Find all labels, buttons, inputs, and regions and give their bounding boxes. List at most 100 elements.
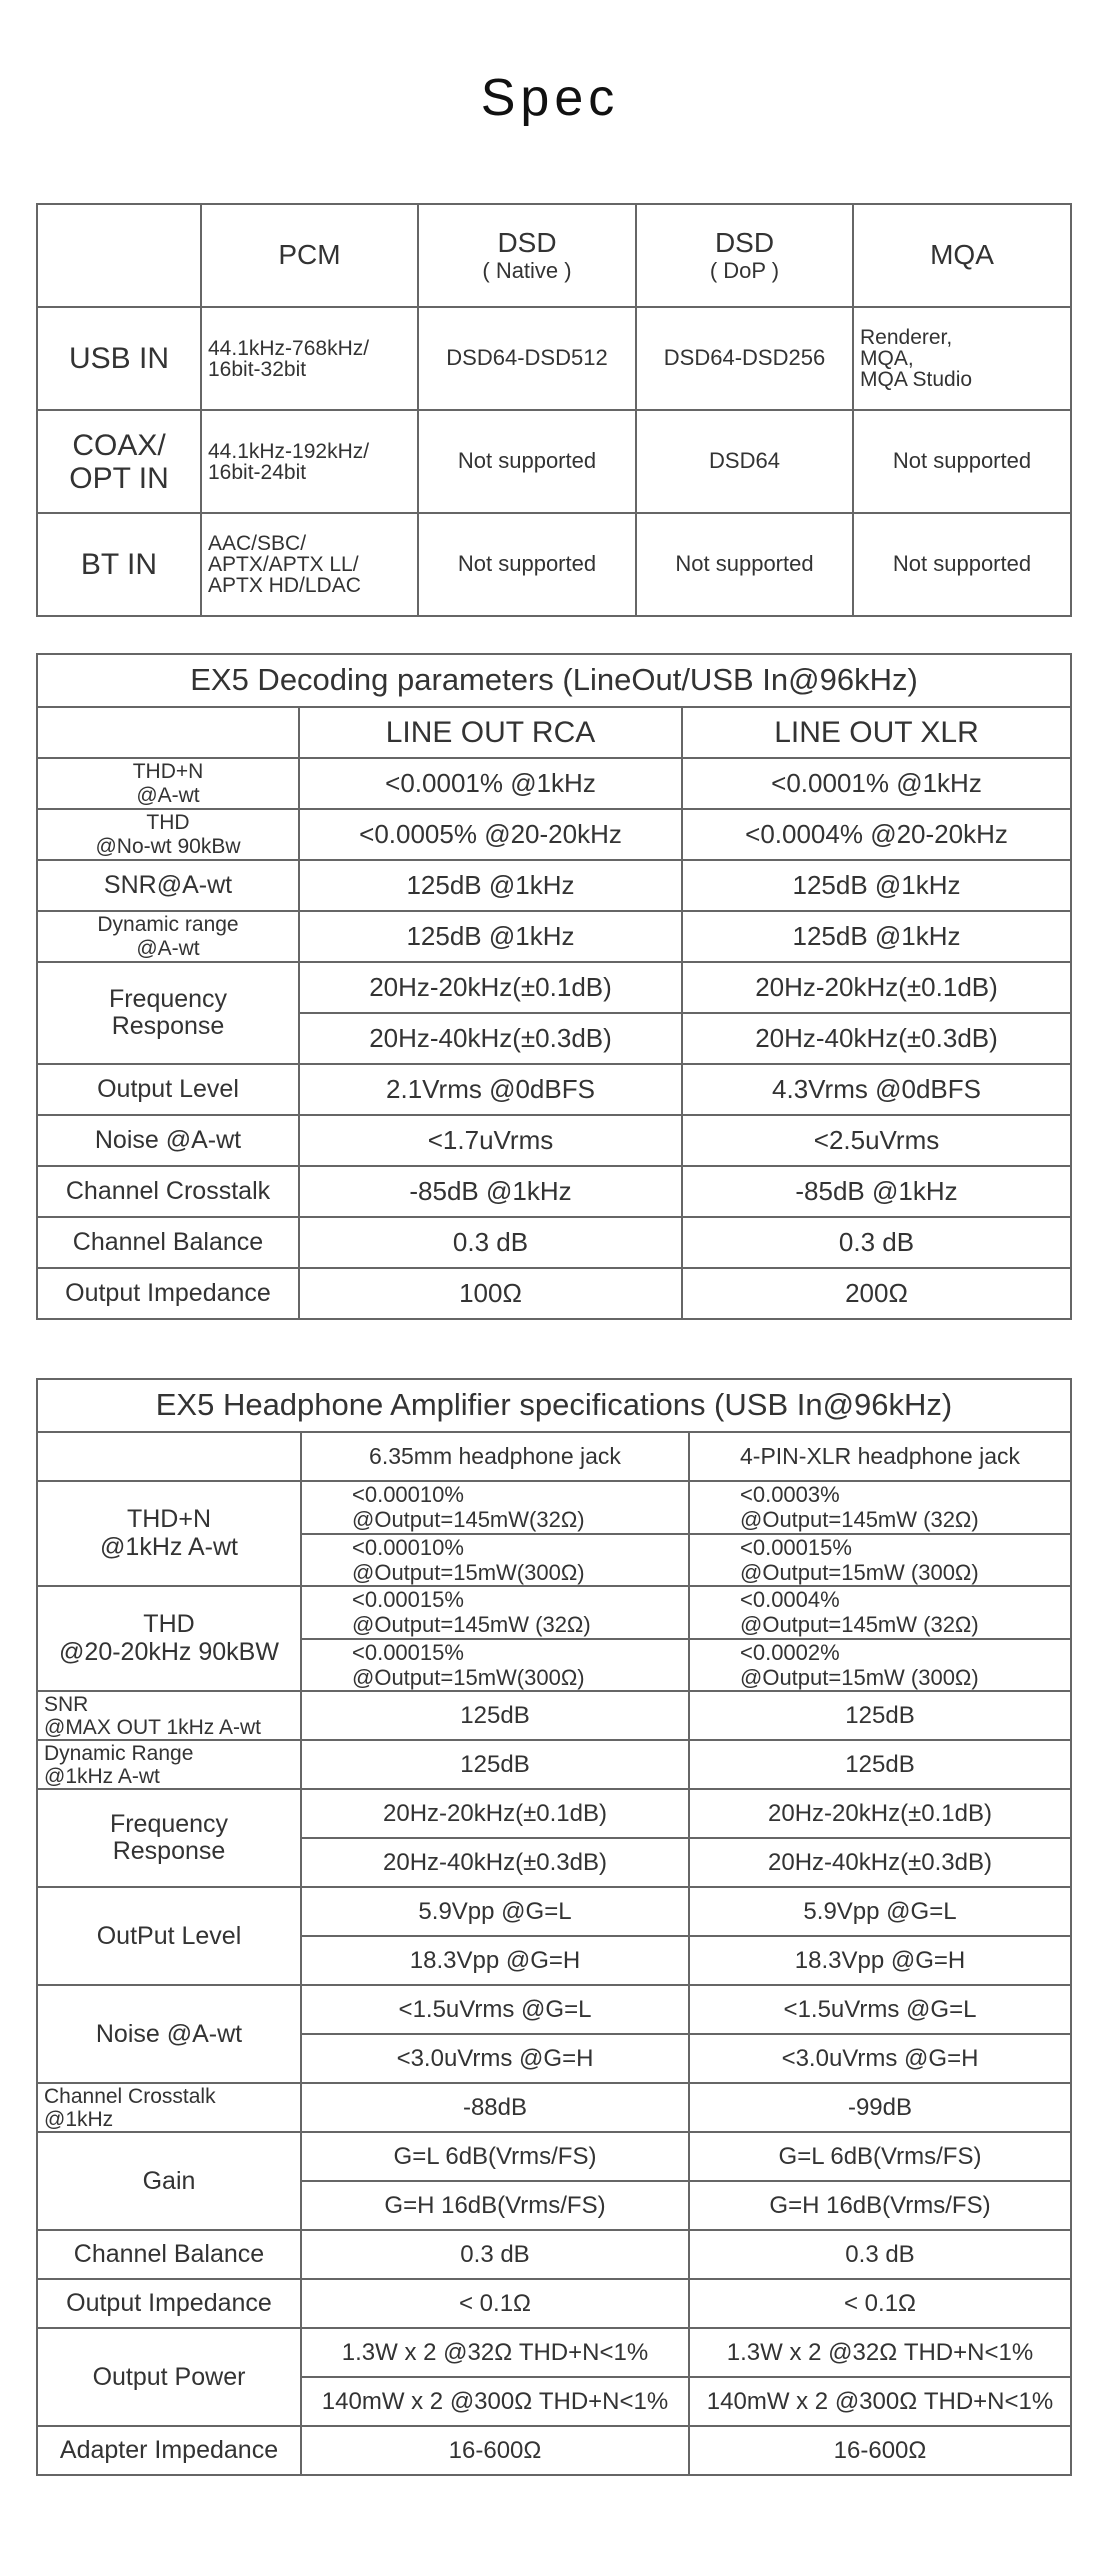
row-label: Channel Crosstalk @1kHz	[36, 2082, 302, 2134]
table-cell: G=L 6dB(Vrms/FS)	[300, 2131, 690, 2183]
row-label: SNR @MAX OUT 1kHz A-wt	[36, 1690, 302, 1742]
table-cell: <2.5uVrms	[680, 1114, 1073, 1167]
table-row: BT IN AAC/SBC/ APTX/APTX LL/ APTX HD/LDAC…	[36, 512, 1072, 617]
table-cell: <0.00010% @Output=15mW(300Ω)	[300, 1532, 690, 1588]
row-label: BT IN	[36, 512, 202, 617]
table-cell: <0.00015% @Output=15mW(300Ω)	[300, 1637, 690, 1693]
header-row: LINE OUT RCA LINE OUT XLR	[36, 706, 1073, 759]
table-cell: -85dB @1kHz	[298, 1165, 683, 1218]
table-row: THD+N @1kHz A-wt <0.00010% @Output=145mW(…	[36, 1479, 1072, 1588]
table-cell: 20Hz-20kHz(±0.1dB)	[688, 1788, 1072, 1840]
table-row: Channel Crosstalk -85dB @1kHz -85dB @1kHz	[36, 1165, 1073, 1218]
table-cell: 5.9Vpp @G=L	[300, 1886, 690, 1938]
table-cell: 16-600Ω	[300, 2425, 690, 2477]
table-row: 20Hz-40kHz(±0.3dB) 20Hz-40kHz(±0.3dB)	[37, 1837, 1072, 1889]
table-cell: 18.3Vpp @G=H	[300, 1935, 690, 1987]
table-row: Frequency Response 20Hz-20kHz(±0.1dB) 20Hz…	[36, 961, 1073, 1065]
table-caption: EX5 Headphone Amplifier specifications (…	[36, 1378, 1072, 1433]
row-label: Output Power	[36, 2327, 302, 2428]
column-header-main: MQA	[930, 239, 994, 271]
table-cell: 125dB	[300, 1690, 690, 1742]
table-cell: 125dB	[688, 1690, 1072, 1742]
table-cell: <0.0003% @Output=145mW (32Ω)	[688, 1480, 1072, 1535]
table-cell: G=H 16dB(Vrms/FS)	[300, 2180, 690, 2232]
table-cell: 20Hz-40kHz(±0.3dB)	[688, 1837, 1072, 1889]
table-cell: 125dB @1kHz	[298, 910, 683, 963]
column-header: MQA	[852, 203, 1072, 308]
column-header-main: DSD	[497, 227, 557, 258]
table-cell: AAC/SBC/ APTX/APTX LL/ APTX HD/LDAC	[200, 512, 419, 617]
table-cell: <0.0005% @20-20kHz	[298, 808, 683, 861]
table-row: SNR @MAX OUT 1kHz A-wt 125dB 125dB	[36, 1690, 1072, 1742]
table-cell: Not supported	[417, 409, 637, 514]
table-cell: 44.1kHz-192kHz/ 16bit-24bit	[200, 409, 419, 514]
table-cell: 2.1Vrms @0dBFS	[298, 1063, 683, 1116]
table-cell: <1.5uVrms @G=L	[300, 1984, 690, 2036]
page-title: Spec	[480, 69, 620, 127]
row-label: SNR@A-wt	[36, 859, 300, 912]
table-cell: 125dB @1kHz	[680, 859, 1073, 912]
table-cell: <0.0002% @Output=15mW (300Ω)	[688, 1637, 1072, 1693]
table-row: THD @20-20kHz 90kBW <0.00015% @Output=145…	[36, 1585, 1072, 1693]
table-cell: Not supported	[417, 512, 637, 617]
table-row: <3.0uVrms @G=H <3.0uVrms @G=H	[37, 2033, 1072, 2085]
table-row: Dynamic range @A-wt 125dB @1kHz 125dB @1kH…	[36, 910, 1073, 963]
table-row: Gain G=L 6dB(Vrms/FS) G=L 6dB(Vrms/FS)	[36, 2131, 1072, 2232]
row-label: THD+N @1kHz A-wt	[36, 1479, 302, 1588]
table-caption: EX5 Decoding parameters (LineOut/USB In@…	[35, 653, 1073, 708]
header-row: 6.35mm headphone jack 4-PIN-XLR headphone…	[36, 1431, 1072, 1482]
table-cell: G=H 16dB(Vrms/FS)	[688, 2180, 1072, 2232]
table-cell: G=L 6dB(Vrms/FS)	[688, 2131, 1072, 2183]
table-row: 18.3Vpp @G=H 18.3Vpp @G=H	[37, 1935, 1072, 1987]
table-row: Output Power 1.3W x 2 @32Ω THD+N<1% 1.3W x…	[36, 2327, 1072, 2428]
column-header: LINE OUT XLR	[680, 706, 1073, 759]
table-cell: <3.0uVrms @G=H	[688, 2033, 1072, 2085]
table-cell: 125dB	[688, 1739, 1072, 1791]
table-row: USB IN 44.1kHz-768kHz/ 16bit-32bit DSD64-D…	[36, 306, 1072, 411]
column-header: DSD( DoP )	[635, 203, 854, 308]
table-row: OutPut Level 5.9Vpp @G=L 5.9Vpp @G=L	[36, 1886, 1072, 1987]
table-cell: 4.3Vrms @0dBFS	[680, 1063, 1073, 1116]
table-cell: <0.00015% @Output=145mW (32Ω)	[300, 1585, 690, 1640]
table-cell: 200Ω	[680, 1267, 1073, 1320]
column-header-main: DSD	[714, 227, 775, 258]
table-cell: 1.3W x 2 @32Ω THD+N<1%	[300, 2327, 690, 2379]
table-row: Noise @A-wt <1.7uVrms <2.5uVrms	[36, 1114, 1073, 1167]
table-row: Channel Crosstalk @1kHz -88dB -99dB	[36, 2082, 1072, 2134]
table-row: Channel Balance 0.3 dB 0.3 dB	[36, 2229, 1072, 2281]
table-row: Output Impedance 100Ω 200Ω	[36, 1267, 1073, 1320]
column-header	[36, 706, 300, 759]
table-cell: 20Hz-20kHz(±0.1dB)	[300, 1788, 690, 1840]
column-header: 6.35mm headphone jack	[300, 1431, 690, 1482]
table-row: 20Hz-40kHz(±0.3dB) 20Hz-40kHz(±0.3dB)	[37, 1012, 1073, 1065]
table-cell: 20Hz-20kHz(±0.1dB)	[298, 961, 683, 1014]
row-label: Noise @A-wt	[36, 1984, 302, 2085]
table-cell: -85dB @1kHz	[680, 1165, 1073, 1218]
table-cell: 0.3 dB	[300, 2229, 690, 2281]
row-label: Dynamic Range @1kHz A-wt	[36, 1739, 302, 1791]
table-cell: <0.0004% @20-20kHz	[680, 808, 1073, 861]
column-header: 4-PIN-XLR headphone jack	[688, 1431, 1072, 1482]
column-header: DSD( Native )	[417, 203, 637, 308]
row-label: Output Level	[36, 1063, 300, 1116]
column-header	[36, 203, 202, 308]
table-cell: DSD64-DSD512	[417, 306, 637, 411]
table-row: Frequency Response 20Hz-20kHz(±0.1dB) 20Hz…	[36, 1788, 1072, 1889]
table-cell: 100Ω	[298, 1267, 683, 1320]
row-label: Channel Balance	[36, 1216, 300, 1269]
table-cell: -99dB	[688, 2082, 1072, 2134]
table-cell: 140mW x 2 @300Ω THD+N<1%	[688, 2376, 1072, 2428]
table-cell: 16-600Ω	[688, 2425, 1072, 2477]
row-label: THD+N @A-wt	[36, 757, 300, 810]
table-cell: 20Hz-40kHz(±0.3dB)	[300, 1837, 690, 1889]
table-cell: 44.1kHz-768kHz/ 16bit-32bit	[200, 306, 419, 411]
row-label: Output Impedance	[36, 2278, 302, 2330]
table-cell: 125dB @1kHz	[680, 910, 1073, 963]
table-row: <0.00015% @Output=15mW(300Ω) <0.0002% @Ou…	[37, 1637, 1072, 1693]
table-row: THD+N @A-wt <0.0001% @1kHz <0.0001% @1kHz	[36, 757, 1073, 810]
headphone-amp-table: EX5 Headphone Amplifier specifications (…	[36, 1378, 1072, 2477]
table-cell: <0.0004% @Output=145mW (32Ω)	[688, 1585, 1072, 1640]
table-cell: <0.00015% @Output=15mW (300Ω)	[688, 1532, 1072, 1588]
table-cell: < 0.1Ω	[300, 2278, 690, 2330]
table-cell: DSD64-DSD256	[635, 306, 854, 411]
